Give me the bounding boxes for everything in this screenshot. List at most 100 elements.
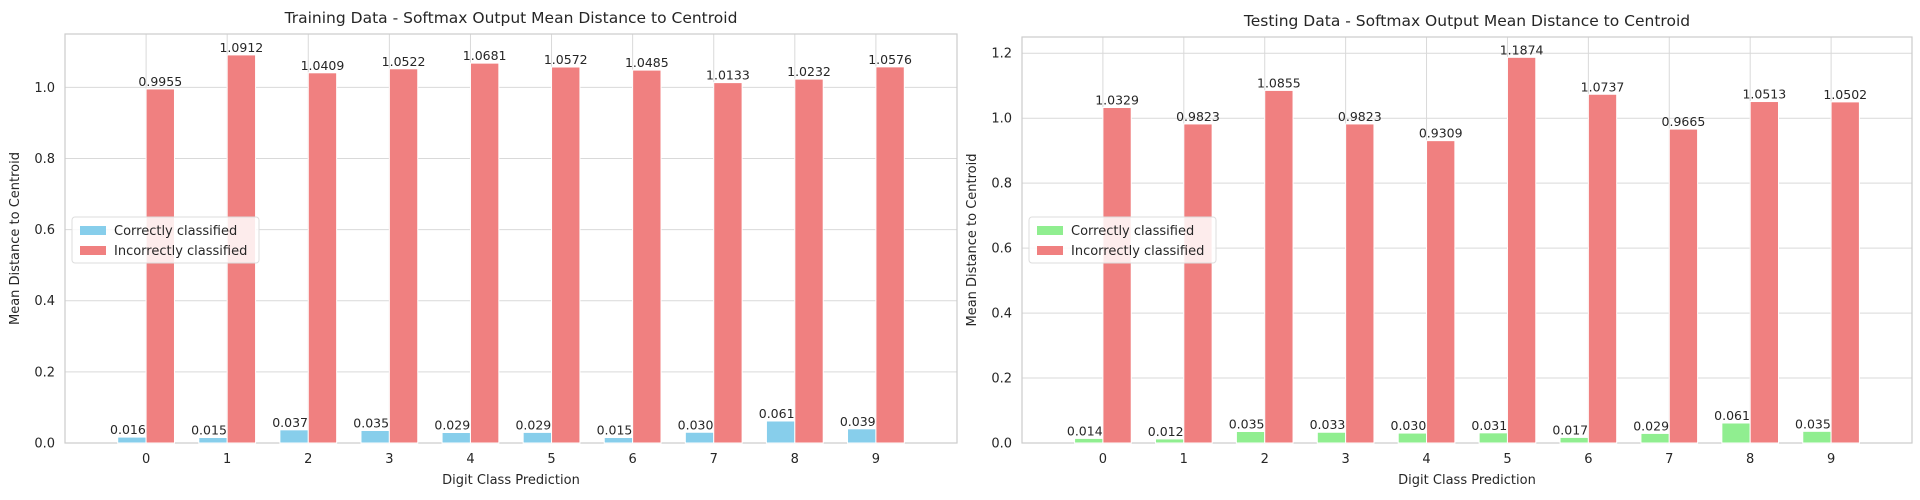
x-tick-label: 4	[1422, 452, 1430, 467]
bar-correct	[603, 437, 634, 444]
data-label: 0.0399	[840, 414, 884, 429]
bar-incorrect	[1426, 140, 1456, 444]
bar-correct	[198, 437, 228, 444]
bar-incorrect	[1345, 123, 1375, 444]
data-label: 1.0485	[625, 55, 669, 70]
bar-incorrect	[551, 66, 581, 444]
data-label: 0.0370	[272, 415, 316, 430]
data-label: 0.0172	[1552, 422, 1596, 437]
data-label: 1.0232	[787, 64, 831, 79]
x-tick-label: 0	[142, 452, 150, 467]
bar-correct	[1397, 432, 1428, 444]
y-tick-label: 1.2	[991, 47, 1012, 62]
bar-correct	[279, 429, 309, 444]
x-tick-label: 3	[385, 452, 393, 467]
bar-incorrect	[388, 68, 419, 444]
testing-chart: Testing Data - Softmax Output Mean Dista…	[965, 12, 1913, 488]
y-tick-label: 0.4	[991, 307, 1012, 322]
y-tick-label: 0.6	[34, 223, 55, 238]
bar-incorrect	[1668, 128, 1699, 444]
data-label: 0.9823	[1338, 109, 1382, 124]
bar-correct	[1721, 422, 1751, 444]
legend-swatch	[80, 246, 106, 255]
data-label: 1.0133	[706, 68, 750, 83]
bar-correct	[1074, 437, 1104, 444]
y-tick-label: 0.2	[34, 365, 55, 380]
data-label: 1.0737	[1581, 79, 1625, 94]
y-tick-label: 1.0	[34, 81, 55, 96]
x-tick-label: 8	[791, 452, 799, 467]
bar-correct	[1155, 438, 1185, 444]
bar-correct	[360, 429, 390, 444]
bar-correct	[684, 431, 715, 444]
bar-incorrect	[1749, 101, 1779, 444]
x-tick-label: 4	[466, 452, 474, 467]
data-label: 0.9665	[1662, 114, 1706, 129]
x-tick-label: 8	[1746, 452, 1754, 467]
data-label: 1.0855	[1257, 75, 1301, 90]
bar-incorrect	[875, 66, 905, 444]
bar-incorrect	[307, 72, 338, 444]
data-label: 0.0302	[678, 417, 722, 432]
y-tick-label: 0.8	[991, 177, 1012, 192]
bar-incorrect	[1183, 123, 1213, 444]
x-tick-label: 0	[1099, 452, 1107, 467]
data-label: 0.0126	[1148, 424, 1192, 439]
bar-correct	[1640, 432, 1670, 444]
x-tick-label: 7	[1665, 452, 1673, 467]
y-tick-label: 1.0	[991, 112, 1012, 127]
data-label: 1.0522	[382, 54, 426, 69]
data-label: 0.0154	[191, 423, 235, 438]
y-tick-label: 0.2	[991, 372, 1012, 387]
data-label: 1.0513	[1742, 87, 1786, 102]
y-tick-label: 0.6	[991, 242, 1012, 257]
x-tick-label: 3	[1341, 452, 1349, 467]
data-label: 1.1874	[1500, 42, 1544, 57]
bar-incorrect	[1830, 101, 1860, 444]
plot-frame	[64, 33, 958, 444]
x-tick-label: 2	[304, 452, 312, 467]
bar-incorrect	[1264, 89, 1294, 444]
data-label: 1.0502	[1823, 87, 1867, 102]
legend-label: Incorrectly classified	[114, 244, 247, 259]
data-label: 0.0306	[1391, 418, 1435, 433]
x-tick-label: 5	[547, 452, 555, 467]
data-label: 0.0616	[1714, 408, 1758, 423]
training-chart: Training Data - Softmax Output Mean Dist…	[8, 9, 958, 488]
plot-frame	[1021, 36, 1913, 444]
data-label: 0.9955	[138, 74, 182, 89]
x-tick-label: 6	[628, 452, 636, 467]
bar-correct	[1316, 431, 1347, 444]
x-axis-label: Digit Class Prediction	[442, 473, 580, 488]
data-label: 1.0409	[301, 58, 345, 73]
x-tick-label: 2	[1261, 452, 1269, 467]
legend-box	[1028, 216, 1217, 264]
bar-incorrect	[469, 62, 500, 444]
bar-correct	[1802, 430, 1832, 444]
data-label: 1.0681	[463, 48, 507, 63]
x-tick-label: 1	[1180, 452, 1188, 467]
bar-correct	[765, 420, 796, 444]
y-tick-label: 0.4	[34, 294, 55, 309]
x-axis-label: Digit Class Prediction	[1398, 473, 1536, 488]
legend-label: Incorrectly classified	[1071, 244, 1204, 259]
data-label: 1.0912	[219, 40, 263, 55]
x-tick-label: 9	[872, 452, 880, 467]
bar-correct	[522, 431, 553, 444]
legend: Correctly classified Incorrectly classifi…	[1028, 216, 1217, 264]
data-label: 0.0619	[759, 406, 803, 421]
bar-correct	[117, 436, 147, 444]
y-axis-label: Mean Distance to Centroid	[8, 152, 23, 325]
bar-correct	[847, 428, 877, 444]
data-label: 0.0154	[597, 423, 641, 438]
data-label: 0.0166	[110, 422, 154, 437]
legend-swatch	[1037, 246, 1063, 255]
data-label: 1.0576	[868, 52, 912, 67]
data-label: 0.0295	[1633, 418, 1677, 433]
data-label: 0.0295	[434, 418, 478, 433]
data-label: 0.0313	[1471, 418, 1515, 433]
y-axis-label: Mean Distance to Centroid	[965, 154, 980, 327]
data-label: 0.0331	[1310, 417, 1354, 432]
legend: Correctly classified Incorrectly classifi…	[71, 216, 260, 264]
